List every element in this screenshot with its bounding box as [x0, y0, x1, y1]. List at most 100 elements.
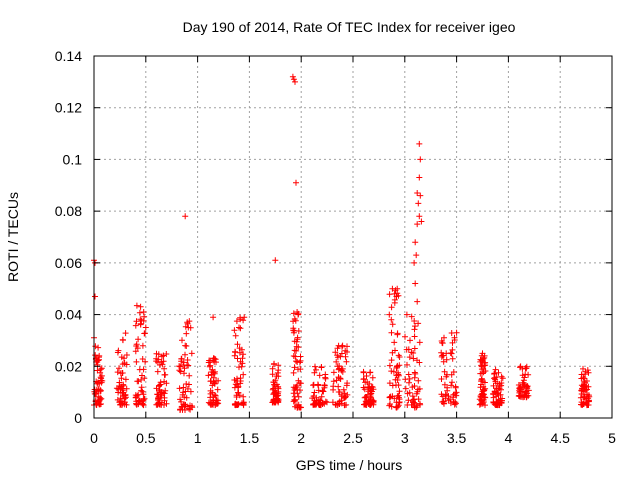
data-point: [336, 389, 343, 395]
data-point: [183, 394, 190, 401]
y-tick-label: 0.08: [55, 203, 82, 219]
data-point: [182, 213, 189, 220]
data-point: [177, 396, 184, 403]
data-points: [91, 73, 593, 413]
data-point: [412, 280, 419, 287]
data-point: [438, 353, 445, 360]
data-point: [233, 318, 240, 325]
data-point: [490, 391, 497, 398]
data-point: [498, 400, 505, 407]
data-point: [386, 394, 393, 401]
data-point: [136, 398, 143, 404]
data-point: [402, 333, 408, 340]
data-point: [140, 396, 147, 403]
data-point: [408, 401, 415, 408]
data-point: [411, 383, 418, 389]
data-point: [392, 287, 399, 294]
data-point: [92, 352, 99, 359]
data-point: [121, 355, 127, 362]
data-point: [119, 370, 126, 376]
data-point: [94, 361, 101, 368]
data-point: [92, 343, 99, 350]
data-point: [295, 393, 302, 400]
data-point: [138, 384, 145, 391]
data-point: [332, 349, 339, 356]
data-point: [478, 381, 484, 388]
data-point: [417, 192, 424, 199]
data-point: [290, 318, 297, 325]
data-point: [480, 399, 487, 405]
data-point: [161, 378, 168, 385]
data-point: [497, 391, 504, 398]
data-point: [477, 370, 484, 377]
data-point: [522, 389, 529, 396]
x-tick-label: 0: [90, 430, 98, 446]
x-tick-labels: 0 0.5 1 1.5 2 2.5 3 3.5 4 4.5 5: [90, 430, 616, 446]
data-point: [210, 374, 217, 381]
data-point: [449, 379, 455, 386]
data-point: [136, 309, 143, 316]
data-point: [241, 314, 248, 321]
x-tick-label: 1.5: [240, 430, 260, 446]
data-point: [413, 390, 420, 397]
data-point: [493, 402, 500, 408]
data-point: [580, 365, 586, 372]
data-point: [330, 369, 337, 376]
data-point: [232, 401, 239, 408]
data-point: [516, 393, 523, 400]
data-point: [205, 372, 212, 379]
data-point: [443, 350, 450, 357]
data-point: [181, 370, 187, 377]
data-point: [141, 395, 148, 402]
data-point: [394, 403, 401, 410]
data-point: [389, 285, 396, 292]
data-point: [186, 372, 193, 379]
data-point: [160, 358, 167, 365]
data-point: [360, 368, 367, 375]
data-point: [415, 377, 422, 384]
data-point: [451, 401, 458, 408]
data-point: [581, 399, 587, 406]
data-point: [322, 375, 329, 382]
data-point: [185, 362, 192, 369]
data-point: [388, 304, 395, 311]
grid-lines: [94, 56, 612, 418]
data-point: [402, 385, 409, 392]
data-point: [368, 400, 375, 407]
data-point: [210, 397, 217, 403]
data-point: [412, 239, 419, 246]
data-point: [415, 200, 422, 207]
data-point: [310, 381, 317, 388]
data-point: [386, 311, 393, 318]
data-point: [236, 324, 242, 331]
data-point: [418, 218, 425, 225]
data-point: [297, 387, 303, 394]
data-point: [269, 399, 276, 406]
data-point: [411, 259, 418, 266]
data-point: [141, 375, 148, 382]
data-point: [330, 383, 337, 390]
x-axis-label: GPS time / hours: [296, 457, 403, 473]
data-point: [336, 363, 343, 369]
data-point: [319, 401, 326, 407]
data-point: [153, 358, 160, 365]
data-point: [525, 371, 532, 378]
data-point: [179, 391, 186, 398]
data-point: [176, 385, 183, 392]
data-point: [275, 367, 282, 374]
data-point: [133, 358, 140, 365]
data-point: [363, 373, 370, 379]
data-point: [393, 372, 400, 379]
data-point: [442, 395, 449, 402]
data-point: [177, 368, 184, 375]
data-point: [97, 386, 104, 393]
data-point: [161, 390, 168, 397]
data-point: [98, 365, 105, 372]
data-point: [360, 384, 367, 391]
data-point: [295, 377, 302, 384]
data-point: [135, 401, 142, 408]
data-point: [294, 382, 301, 389]
data-point: [338, 397, 345, 404]
data-point: [182, 351, 188, 358]
data-point: [133, 302, 140, 309]
